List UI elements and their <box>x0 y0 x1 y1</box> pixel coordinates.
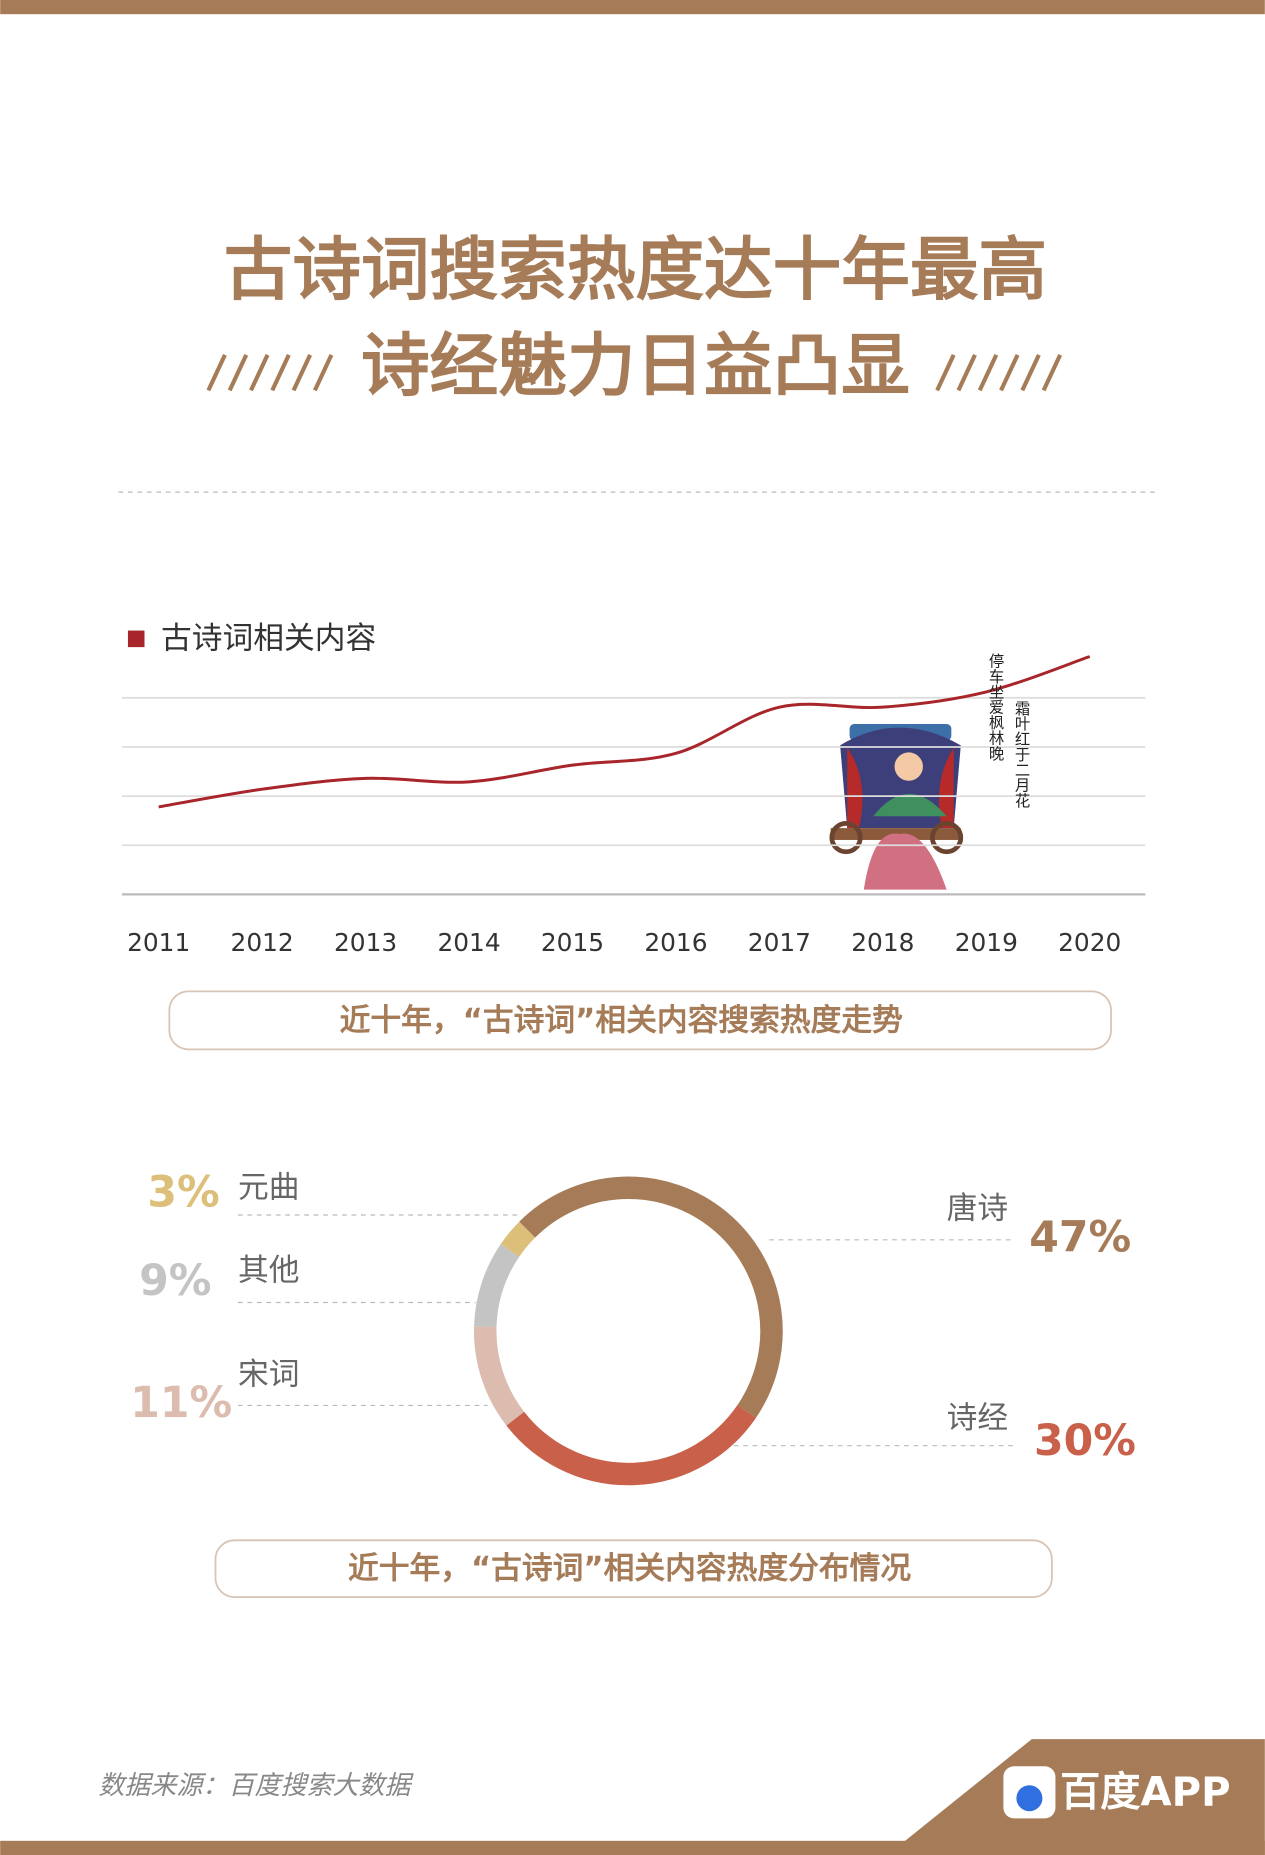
value-label: 3% <box>147 1167 219 1217</box>
x-tick-label: 2017 <box>748 928 811 957</box>
value-label: 9% <box>139 1256 211 1306</box>
bottom-bar <box>0 1840 1265 1855</box>
logo-corner <box>887 1739 1265 1855</box>
donut-slice <box>474 1244 520 1328</box>
donut-slice <box>474 1326 525 1426</box>
donut-slice <box>506 1404 757 1486</box>
donut-slice <box>500 1221 536 1257</box>
title: 古诗词搜索热度达十年最高 <box>224 230 1047 310</box>
x-tick-label: 2016 <box>644 928 707 957</box>
logo-text: 百度APP <box>1060 1770 1231 1816</box>
title: 诗经魅力日益凸显 <box>361 326 910 406</box>
top-bar <box>0 0 1265 15</box>
x-tick-label: 2013 <box>334 928 397 957</box>
slice-label: 其他 <box>238 1252 300 1288</box>
slice-label: 元曲 <box>238 1169 300 1205</box>
caption-box <box>168 990 1112 1051</box>
slice-label: 唐诗 <box>947 1191 1009 1227</box>
caption: 近十年，“古诗词”相关内容搜索热度走势 <box>340 1003 903 1039</box>
annotation: 霜叶红于二月花 <box>1013 700 1031 808</box>
value-label: 47% <box>1029 1212 1131 1262</box>
x-tick-label: 2012 <box>231 928 294 957</box>
line <box>158 655 1091 809</box>
logo-icon-paw <box>1016 1785 1043 1812</box>
legend-swatch <box>127 630 145 648</box>
slice-label: 诗经 <box>947 1400 1009 1436</box>
caption-box <box>214 1539 1053 1598</box>
x-tick-label: 2019 <box>955 928 1018 957</box>
x-tick-label: 2011 <box>127 928 190 957</box>
annotation: 停车坐爱枫林晚 <box>987 653 1005 761</box>
illustration <box>829 724 964 890</box>
value-label: 30% <box>1034 1416 1136 1466</box>
donut-slice <box>519 1176 783 1418</box>
charts: 2011 2012 2013 2014 2015 2016 2017 2018 2019 2020… <box>122 621 1146 1598</box>
caption: 近十年，“古诗词”相关内容热度分布情况 <box>348 1550 911 1586</box>
slice-label: 宋词 <box>238 1356 300 1392</box>
value-label: 11% <box>130 1378 232 1428</box>
x-tick-label: 2015 <box>541 928 604 957</box>
x-tick-label: 2018 <box>851 928 914 957</box>
x-tick-label: 2014 <box>437 928 500 957</box>
legend-label: 古诗词相关内容 <box>161 621 376 657</box>
x-tick-label: 2020 <box>1058 928 1121 957</box>
source: 数据来源：百度搜索大数据 <box>98 1771 414 1801</box>
decoration <box>206 354 1063 392</box>
